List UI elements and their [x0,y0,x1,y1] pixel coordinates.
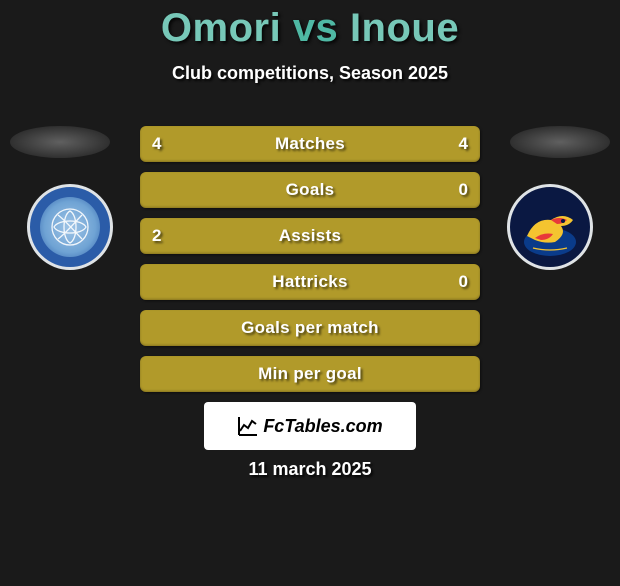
stats-panel: 4 Matches 4 Goals 0 2 Assists Hattricks … [140,126,480,402]
watermark-logo: FcTables.com [204,402,416,450]
stat-row-matches: 4 Matches 4 [140,126,480,162]
celtic-knot-icon [48,205,92,249]
title-vs: vs [293,6,339,50]
date-label: 11 march 2025 [0,459,620,480]
stat-right-value: 4 [459,134,468,154]
player2-silhouette [510,126,610,158]
watermark-text: FcTables.com [237,415,382,437]
stat-left-value: 4 [152,134,161,154]
stat-right-value: 0 [459,180,468,200]
stat-label: Goals [286,180,335,200]
title-player2: Inoue [350,6,459,50]
player1-silhouette [10,126,110,158]
stat-label: Goals per match [241,318,379,338]
vegalta-bird-icon [515,192,585,262]
stat-label: Hattricks [272,272,347,292]
club-badge-left [27,184,113,270]
stat-row-goals: Goals 0 [140,172,480,208]
stat-label: Min per goal [258,364,362,384]
stat-right-value: 0 [459,272,468,292]
stat-row-assists: 2 Assists [140,218,480,254]
chart-icon [237,415,259,437]
stat-label: Assists [279,226,342,246]
club-badge-right [507,184,593,270]
stat-row-hattricks: Hattricks 0 [140,264,480,300]
subtitle: Club competitions, Season 2025 [0,63,620,84]
stat-label: Matches [275,134,345,154]
stat-row-min-per-goal: Min per goal [140,356,480,392]
stat-row-goals-per-match: Goals per match [140,310,480,346]
club-badge-left-inner [40,197,100,257]
page-title: Omori vs Inoue [0,6,620,51]
title-player1: Omori [161,6,281,50]
stat-left-value: 2 [152,226,161,246]
watermark-label: FcTables.com [263,416,382,437]
